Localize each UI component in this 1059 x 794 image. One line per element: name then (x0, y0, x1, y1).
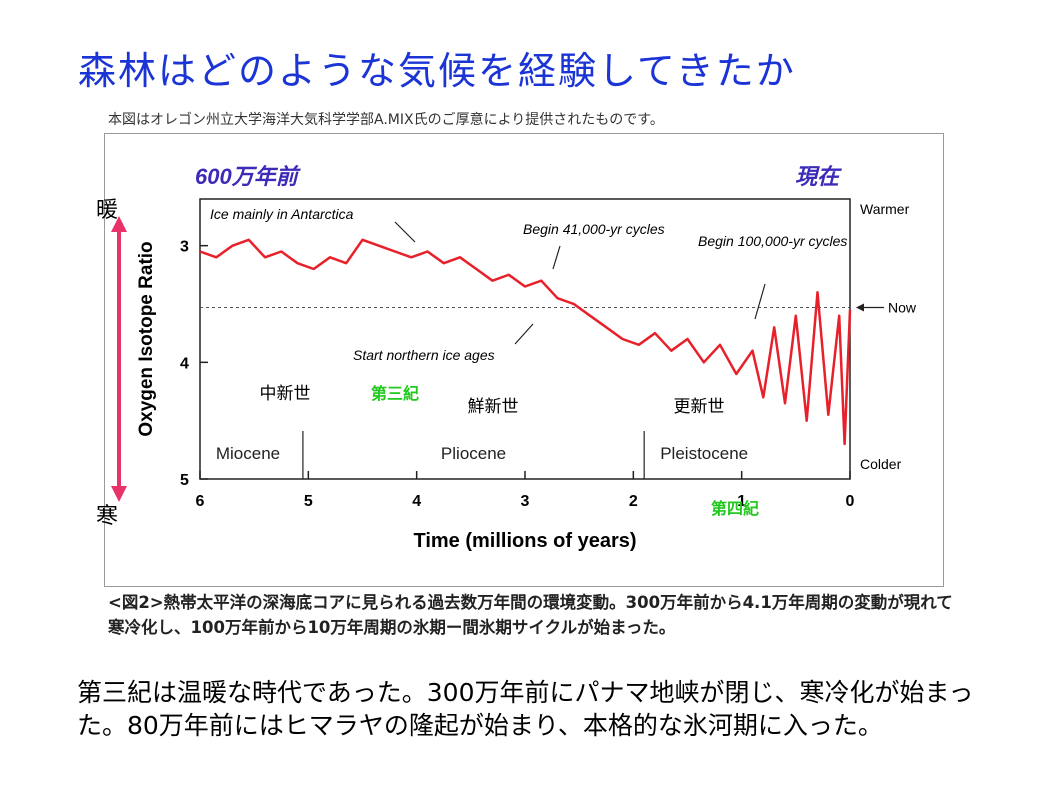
x-tick-label: 2 (629, 493, 638, 510)
label-600man-years-ago: 600万年前 (195, 164, 302, 189)
figure-caption: <図2>熱帯太平洋の深海底コアに見られる過去数万年間の環境変動。300万年前から… (108, 593, 953, 637)
label-colder: Colder (860, 456, 902, 472)
slide-title: 森林はどのような気候を経験してきたか (78, 49, 796, 93)
y-axis-title: Oxygen Isotope Ratio (136, 241, 157, 436)
x-axis-title: Time (millions of years) (413, 530, 636, 552)
figure-panel: 600万年前 現在 3 4 5 Oxygen Isotope Ratio 6 5 4 3 2 1 0 Ti… (104, 133, 944, 587)
cold-arrow-head (111, 486, 127, 502)
epoch-jp-label: 中新世 (260, 384, 311, 403)
annotation-ice-antarctica: Ice mainly in Antarctica (210, 206, 354, 222)
y-tick-label: 5 (180, 472, 189, 489)
warm-arrow-head (111, 216, 127, 232)
epoch-jp-label: 鮮新世 (468, 397, 519, 416)
cold-label: 寒 (96, 504, 119, 529)
body-text: 第三紀は温暖な時代であった。300万年前にパナマ地峡が閉じ、寒冷化が始まった。8… (77, 678, 974, 740)
x-tick-label: 4 (412, 493, 421, 510)
label-now: Now (888, 300, 917, 316)
annotation-arrow (514, 323, 534, 345)
annotation-arrow (394, 221, 416, 243)
epoch-label: Pleistocene (660, 444, 748, 463)
epoch-jp-label: 更新世 (674, 397, 725, 416)
annotation-100k-cycles: Begin 100,000-yr cycles (698, 233, 847, 249)
label-present: 現在 (795, 164, 842, 189)
annotation-arrow (754, 283, 766, 320)
x-tick-label: 1 (737, 493, 746, 510)
figure-credit: 本図はオレゴン州立大学海洋大気科学学部A.MIX氏のご厚意により提供されたもので… (108, 112, 664, 128)
label-warmer: Warmer (860, 201, 910, 217)
annotation-northern-ice: Start northern ice ages (353, 347, 495, 363)
period-label: 第三紀 (371, 384, 419, 403)
y-tick-label: 3 (180, 239, 189, 256)
now-arrow-head (856, 303, 864, 312)
y-tick-label: 4 (180, 355, 189, 372)
epoch-label: Miocene (216, 444, 280, 463)
x-tick-label: 0 (846, 493, 855, 510)
warm-label: 暖 (96, 198, 119, 223)
period-label: 第四紀 (711, 499, 759, 518)
isotope-series-line (199, 238, 852, 446)
x-tick-label: 5 (304, 493, 313, 510)
annotation-arrow (552, 245, 561, 270)
epoch-label: Pliocene (441, 444, 506, 463)
annotation-41k-cycles: Begin 41,000-yr cycles (523, 221, 665, 237)
x-tick-label: 6 (196, 493, 205, 510)
x-tick-label: 3 (521, 493, 530, 510)
